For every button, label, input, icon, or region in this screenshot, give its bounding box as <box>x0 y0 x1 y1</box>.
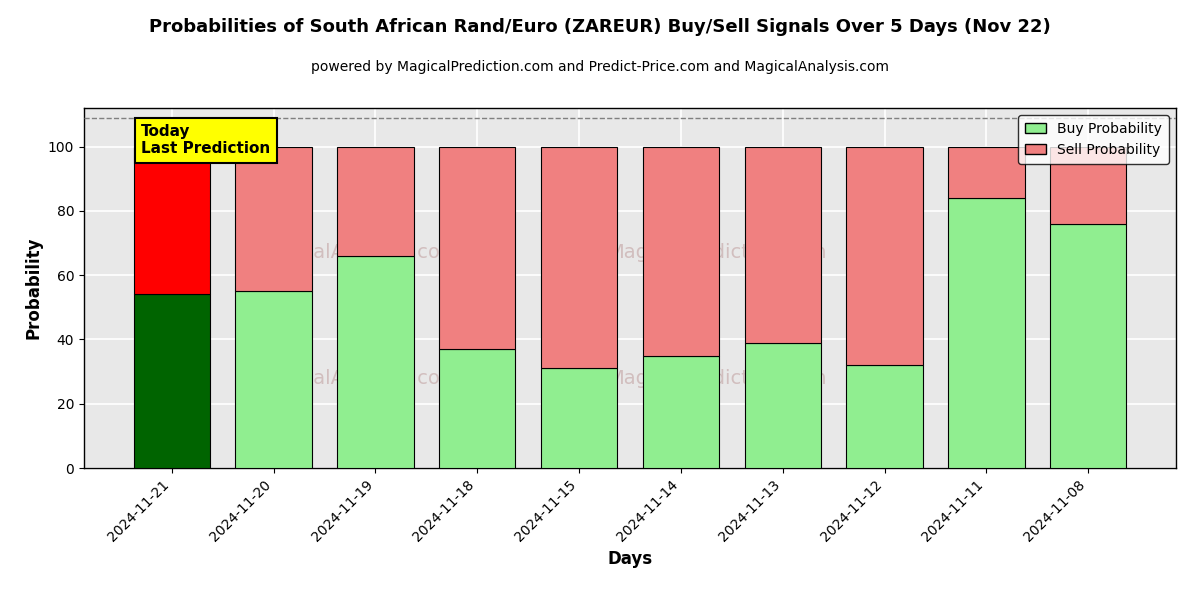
Bar <box>133 295 210 468</box>
Bar <box>541 146 617 368</box>
Bar <box>235 146 312 291</box>
Bar <box>235 291 312 468</box>
Legend: Buy Probability, Sell Probability: Buy Probability, Sell Probability <box>1019 115 1169 164</box>
Bar <box>948 146 1025 198</box>
Bar <box>133 146 210 295</box>
Bar <box>846 365 923 468</box>
Bar <box>337 146 414 256</box>
Bar <box>846 146 923 365</box>
Bar <box>541 368 617 468</box>
Bar <box>948 198 1025 468</box>
Bar <box>643 355 719 468</box>
Text: MagicalAnalysis.com: MagicalAnalysis.com <box>256 368 458 388</box>
Bar <box>643 146 719 355</box>
Y-axis label: Probability: Probability <box>24 237 42 339</box>
Text: MagicalPrediction.com: MagicalPrediction.com <box>607 242 827 262</box>
Text: Today
Last Prediction: Today Last Prediction <box>142 124 270 157</box>
Bar <box>1050 224 1127 468</box>
Bar <box>744 146 821 343</box>
X-axis label: Days: Days <box>607 550 653 568</box>
Text: MagicalAnalysis.com: MagicalAnalysis.com <box>256 242 458 262</box>
Bar <box>439 349 516 468</box>
Text: MagicalPrediction.com: MagicalPrediction.com <box>607 368 827 388</box>
Bar <box>337 256 414 468</box>
Bar <box>439 146 516 349</box>
Text: Probabilities of South African Rand/Euro (ZAREUR) Buy/Sell Signals Over 5 Days (: Probabilities of South African Rand/Euro… <box>149 18 1051 36</box>
Bar <box>1050 146 1127 224</box>
Text: powered by MagicalPrediction.com and Predict-Price.com and MagicalAnalysis.com: powered by MagicalPrediction.com and Pre… <box>311 60 889 74</box>
Bar <box>744 343 821 468</box>
